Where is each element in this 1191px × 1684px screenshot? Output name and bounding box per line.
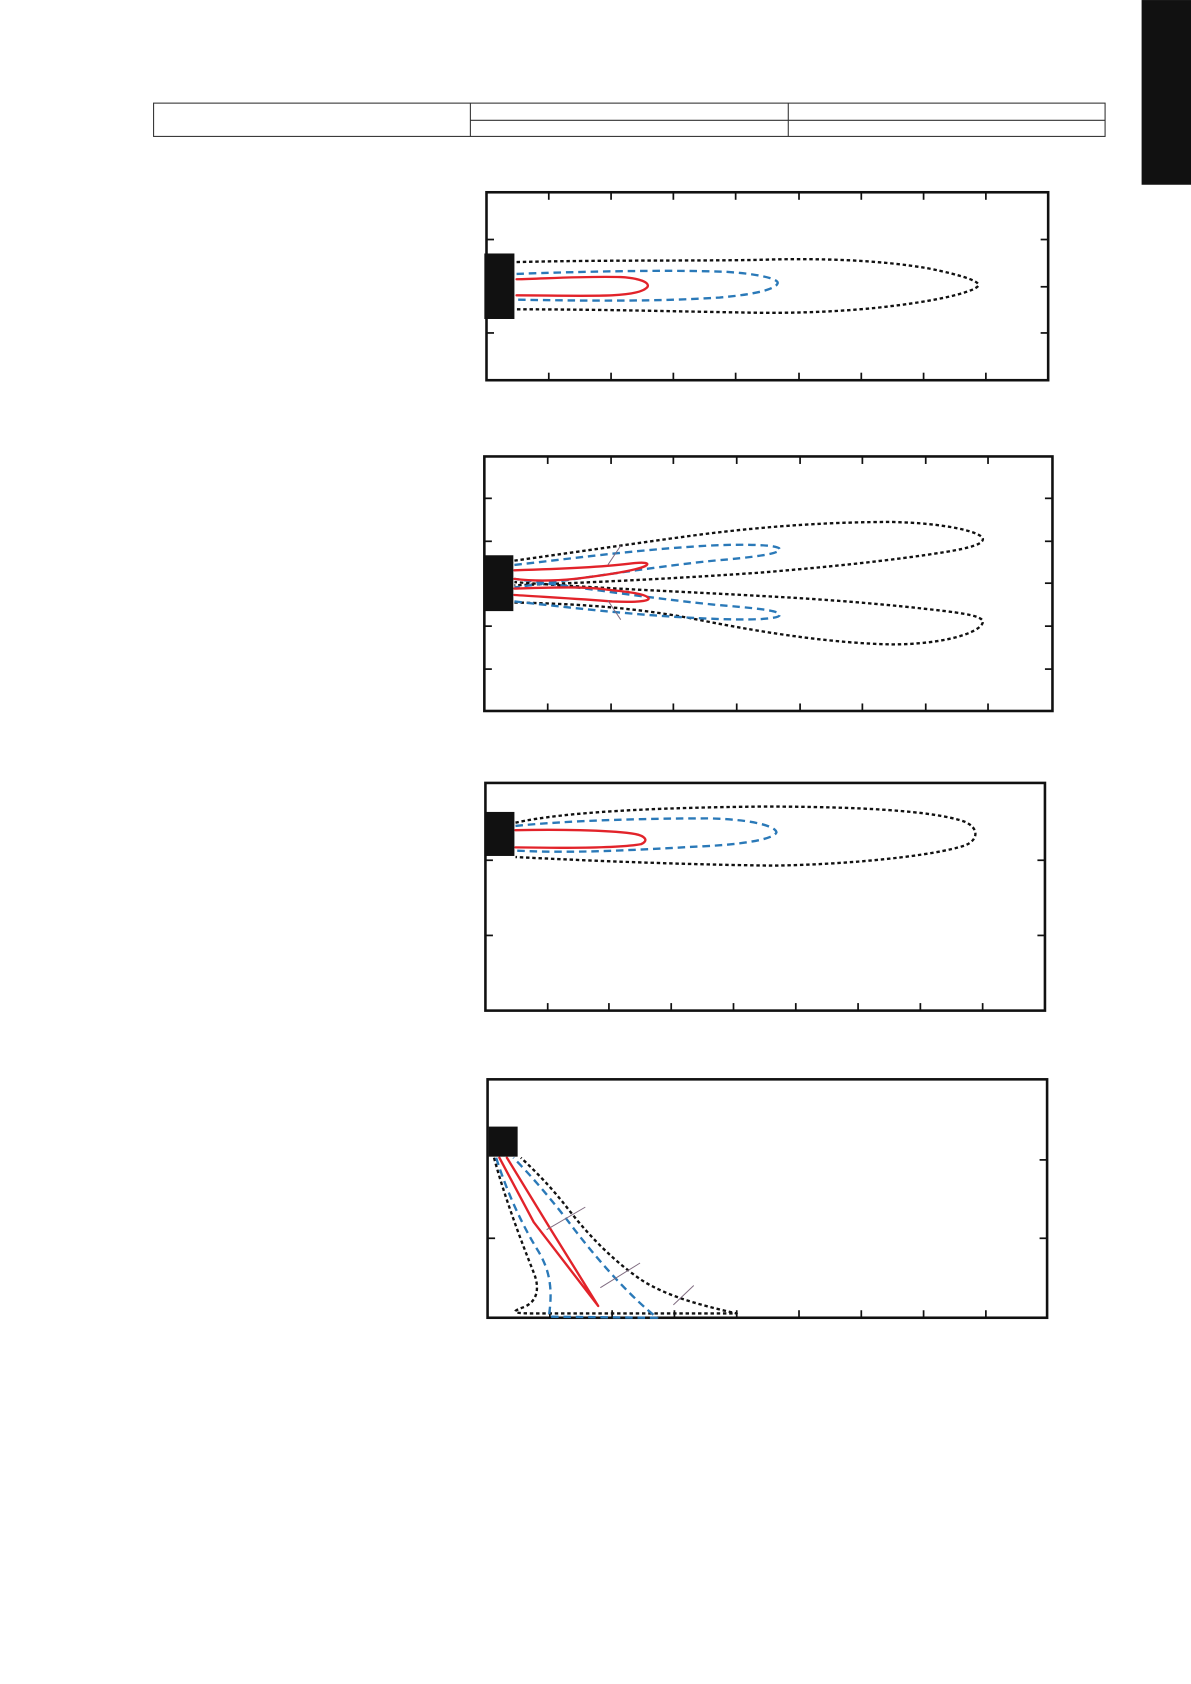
diagram-4-blue-contour — [495, 1156, 659, 1319]
diagram-2-red-contour-lower — [513, 586, 650, 604]
diagram-2-unit-block — [484, 555, 514, 612]
diagram-3-unit-block — [485, 811, 515, 856]
diagram-2-red-contour-upper — [513, 561, 649, 582]
diagram-4-black-contour — [492, 1156, 738, 1315]
diagram-2-black-contour-lower — [514, 580, 984, 646]
header-table — [153, 102, 1106, 137]
diagram-1-unit-block — [484, 253, 515, 319]
diagram-3-ticks — [485, 859, 1045, 1011]
diagram-4-red-contour — [498, 1156, 600, 1308]
airflow-diagram-1 — [484, 190, 1050, 382]
airflow-diagram-4 — [486, 1078, 1049, 1320]
diagram-1-red-contour — [515, 275, 650, 298]
diagram-2-ticks — [484, 456, 1053, 711]
airflow-diagram-2 — [483, 455, 1054, 713]
diagram-1-blue-contour — [516, 269, 779, 302]
diagram-4-leader-line — [600, 1262, 641, 1289]
diagram-4-leader-line — [673, 1285, 695, 1306]
diagram-4-frame — [486, 1078, 1049, 1320]
diagram-3-frame — [484, 781, 1047, 1012]
diagram-4-leader-line — [546, 1206, 586, 1231]
diagram-1-ticks — [486, 192, 1049, 381]
diagram-1-black-contour — [516, 257, 980, 314]
diagram-2-black-contour-upper — [514, 520, 984, 587]
diagram-2-leader-line — [607, 600, 622, 620]
airflow-diagram-3 — [484, 781, 1047, 1012]
diagram-3-black-contour — [515, 805, 977, 867]
diagram-2-leader-line — [607, 545, 622, 566]
diagram-4-unit-block — [488, 1126, 518, 1157]
diagram-4-ticks — [487, 1159, 1048, 1318]
diagram-2-blue-contour-lower — [514, 577, 781, 621]
diagram-3-blue-contour — [515, 817, 778, 853]
diagram-3-red-contour — [514, 828, 647, 849]
section-tab — [1141, 0, 1191, 185]
